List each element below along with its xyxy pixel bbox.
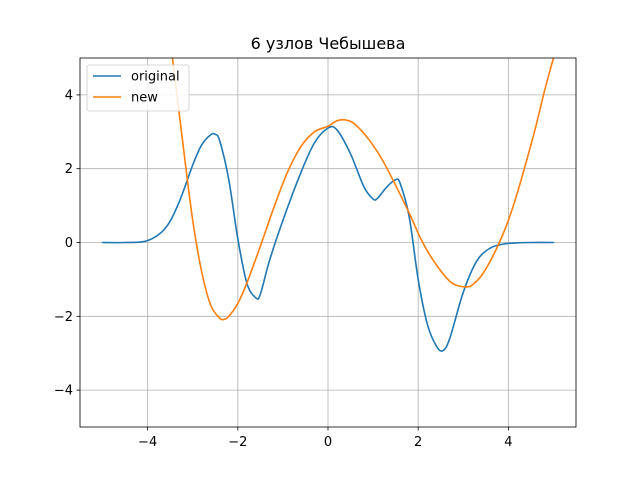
x-tick-label: 4 bbox=[504, 435, 512, 450]
y-tick-label: −2 bbox=[54, 310, 73, 325]
x-tick-label: −4 bbox=[138, 435, 157, 450]
axis-ticks: −4 −2 0 2 4 −4 −2 0 2 4 bbox=[54, 88, 513, 450]
chart-title: 6 узлов Чебышева bbox=[251, 34, 406, 53]
y-tick-label: −4 bbox=[54, 384, 73, 399]
x-tick-label: 2 bbox=[414, 435, 422, 450]
legend-label-original: original bbox=[131, 70, 180, 85]
series-layer bbox=[101, 58, 555, 352]
legend-label-new: new bbox=[131, 91, 158, 106]
x-tick-label: 0 bbox=[324, 435, 332, 450]
y-tick-label: 0 bbox=[65, 236, 73, 251]
series-line-original bbox=[101, 125, 555, 352]
x-tick-label: −2 bbox=[228, 435, 247, 450]
y-tick-label: 2 bbox=[65, 162, 73, 177]
series-line-new bbox=[171, 58, 555, 321]
y-tick-label: 4 bbox=[65, 88, 73, 103]
legend: original new bbox=[86, 64, 190, 112]
